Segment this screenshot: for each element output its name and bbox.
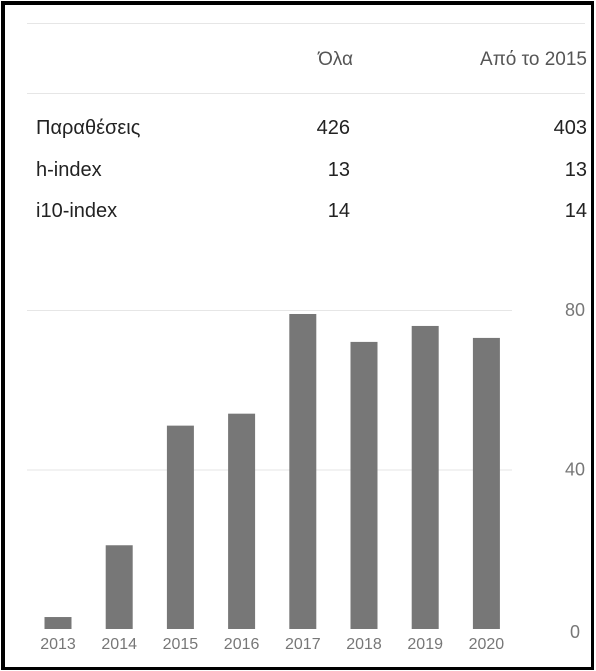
- bar-2015[interactable]: [166, 425, 194, 629]
- citations-since-value: 403: [553, 117, 587, 139]
- citations-all-value: 426: [316, 117, 350, 139]
- bar-2014[interactable]: [105, 545, 133, 629]
- x-tick-label: 2014: [101, 636, 137, 653]
- h-index-since-value: 13: [564, 159, 587, 181]
- x-tick-label: 2020: [469, 636, 505, 653]
- x-tick-label: 2016: [224, 636, 260, 653]
- i10-index-label[interactable]: i10-index: [36, 200, 118, 222]
- header-since-2015[interactable]: Από το 2015: [480, 49, 587, 70]
- h-index-all-value: 13: [327, 159, 350, 181]
- citations-per-year-chart: 0 40 80 2013 2014 2015 2016 2017 2018 2019 2020: [27, 300, 585, 653]
- x-tick-label: 2018: [346, 636, 382, 653]
- i10-index-row: i10-index 14 14: [5, 200, 591, 230]
- y-tick-label: 40: [565, 460, 585, 480]
- bar-2018[interactable]: [350, 341, 378, 629]
- header-divider: [27, 93, 585, 94]
- bar-2013[interactable]: [44, 617, 72, 629]
- i10-index-since-value: 14: [564, 200, 587, 222]
- bar-2017[interactable]: [289, 313, 317, 629]
- i10-index-all-value: 14: [327, 200, 350, 222]
- x-tick-label: 2013: [40, 636, 76, 653]
- x-tick-label: 2019: [407, 636, 443, 653]
- x-tick-label: 2017: [285, 636, 321, 653]
- bar-2016[interactable]: [228, 413, 256, 629]
- x-tick-label: 2015: [163, 636, 199, 653]
- h-index-label[interactable]: h-index: [36, 159, 102, 181]
- bar-2020[interactable]: [472, 337, 500, 629]
- y-tick-label: 80: [565, 300, 585, 320]
- bar-2019[interactable]: [411, 325, 439, 629]
- h-index-row: h-index 13 13: [5, 159, 591, 189]
- header-all[interactable]: Όλα: [318, 49, 353, 70]
- citations-label[interactable]: Παραθέσεις: [36, 117, 141, 139]
- top-divider: [27, 23, 585, 24]
- y-tick-label: 0: [570, 622, 580, 642]
- citations-row: Παραθέσεις 426 403: [5, 117, 591, 147]
